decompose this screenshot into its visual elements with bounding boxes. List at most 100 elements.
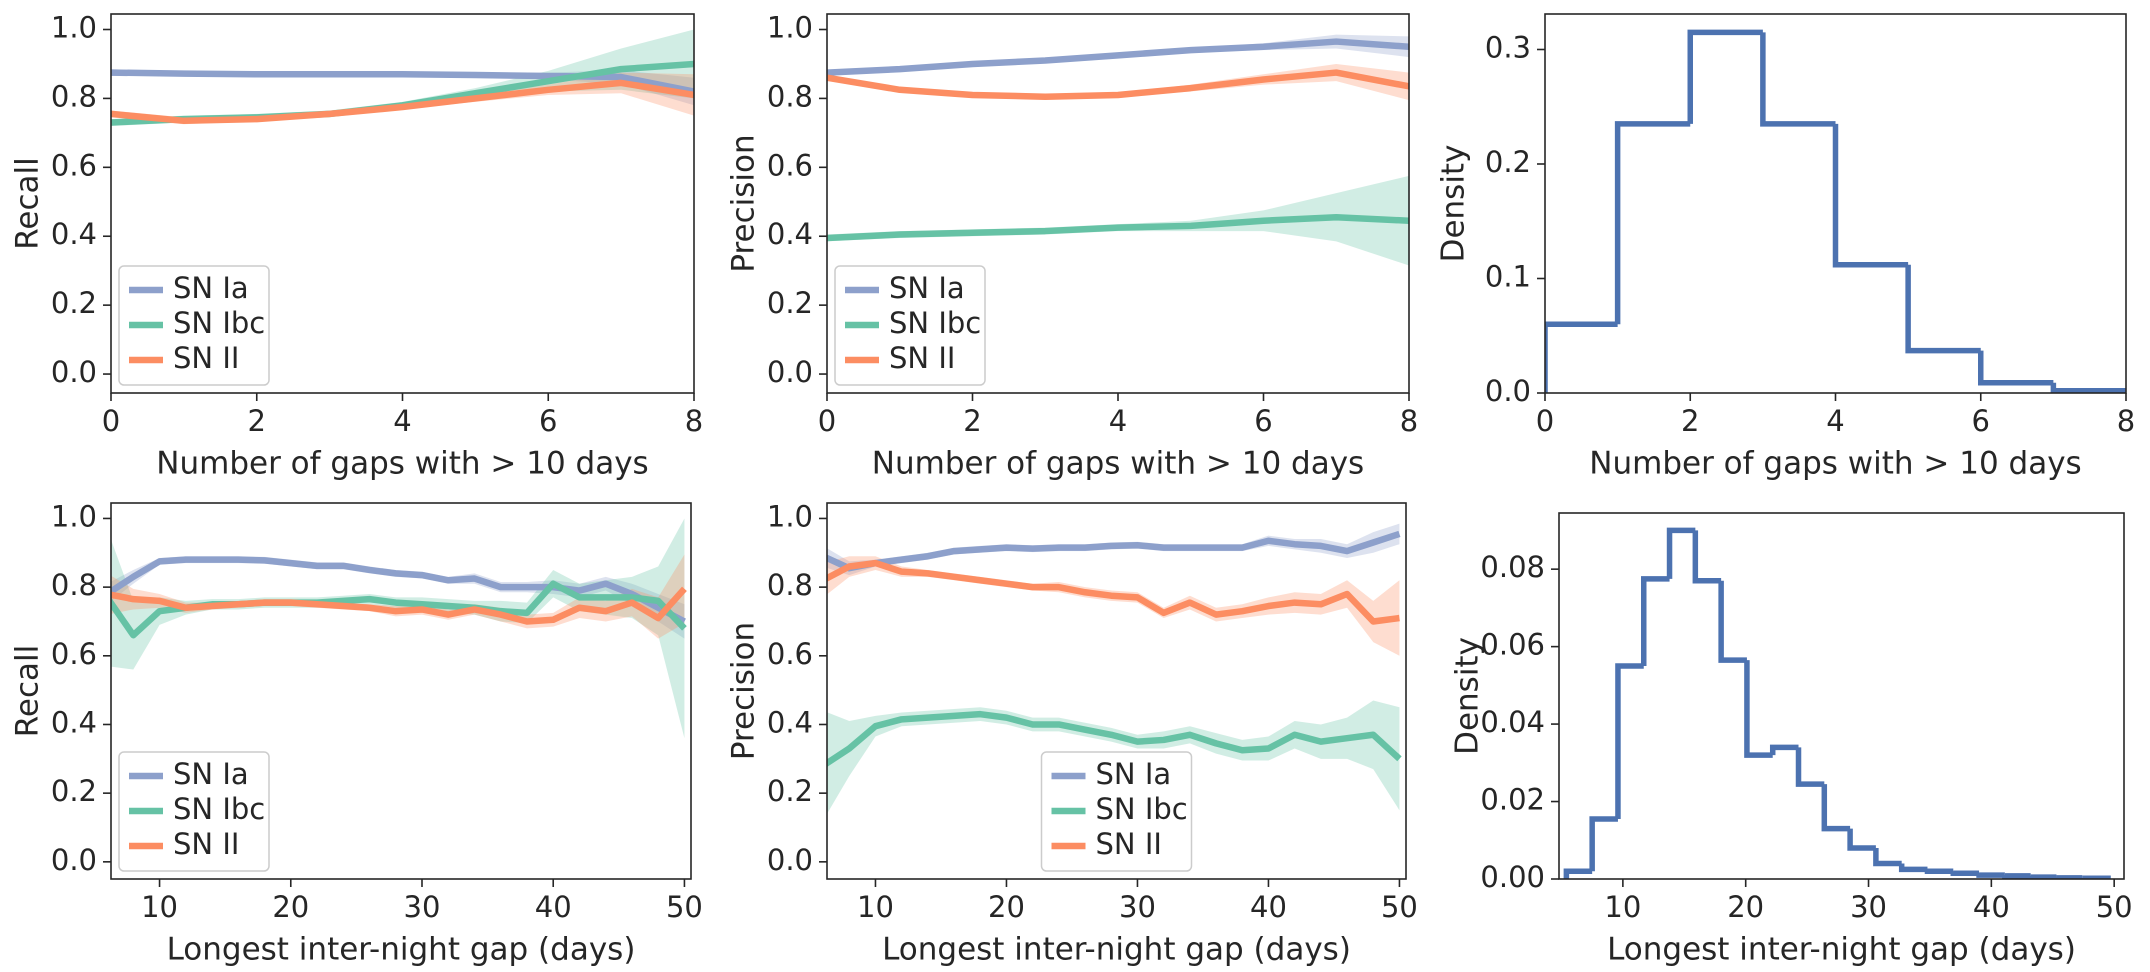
- x-tick-label: 10: [857, 890, 894, 924]
- legend-label: SN Ia: [889, 271, 965, 305]
- x-tick-label: 4: [1826, 404, 1844, 438]
- axes-frame: [110, 13, 695, 394]
- y-tick-label: 0.3: [1485, 30, 1531, 64]
- panel: 0 2 4 6 8 0.0 0.2 0.4 0.6 0.8 1.0 Number of gaps wi…: [10, 11, 704, 482]
- y-tick-label: 1.0: [767, 11, 813, 45]
- x-tick-label: 10: [1604, 890, 1641, 924]
- y-tick-label: 0.08: [1480, 550, 1545, 584]
- histogram-step: [1666, 527, 1696, 579]
- legend-box: [834, 265, 986, 386]
- y-tick-label: 0.0: [51, 355, 97, 389]
- histogram-step: [2050, 382, 2126, 393]
- y-axis-label: Density: [1450, 637, 1486, 755]
- y-tick-label: 0.8: [767, 79, 813, 113]
- y-tick-label: 0.00: [1480, 860, 1545, 894]
- x-tick-label: 50: [2096, 890, 2133, 924]
- histogram-step: [1614, 121, 1691, 325]
- y-tick-label: 0.8: [51, 79, 97, 113]
- x-axis-label: Longest inter-night gap (days): [167, 932, 636, 968]
- y-tick-label: 0.6: [51, 148, 97, 182]
- x-tick-label: 8: [685, 404, 703, 438]
- histogram-step: [1718, 580, 1747, 663]
- x-tick-label: 40: [1973, 890, 2010, 924]
- histogram-step: [1898, 863, 1928, 873]
- y-axis-label: Precision: [726, 134, 762, 272]
- line: [111, 556, 686, 625]
- histogram-step: [1950, 870, 1980, 876]
- histogram-step: [1760, 32, 1836, 127]
- y-tick-label: 0.4: [51, 217, 97, 251]
- y-tick-label: 0.2: [767, 774, 813, 808]
- histogram-step: [1615, 663, 1644, 819]
- plot-area: [827, 34, 1409, 266]
- x-axis-label: Longest inter-night gap (days): [1607, 932, 2076, 968]
- x-tick-label: 0: [102, 404, 120, 438]
- x-tick-label: 4: [393, 404, 411, 438]
- legend-box: [118, 751, 270, 872]
- y-tick-label: 0.4: [767, 217, 813, 251]
- line: [827, 214, 1409, 242]
- x-tick-label: 6: [539, 404, 557, 438]
- axes-frame: [826, 502, 1407, 880]
- panel: 10 20 30 40 50 0.00 0.02 0.04 0.06 0.08 Longest in…: [1450, 512, 2133, 968]
- y-tick-label: 0.0: [767, 355, 813, 389]
- histogram-step: [1905, 264, 1981, 354]
- y-tick-label: 0.02: [1480, 783, 1545, 817]
- histogram-step: [1978, 350, 2054, 386]
- x-tick-label: 8: [1400, 404, 1418, 438]
- y-tick-label: 0.2: [51, 774, 97, 808]
- x-tick-label: 50: [666, 890, 703, 924]
- y-tick-label: 0.04: [1480, 705, 1545, 739]
- line: [827, 38, 1409, 76]
- plot-area: [1563, 527, 2111, 879]
- y-tick-label: 0.06: [1480, 628, 1545, 662]
- histogram-step: [1832, 123, 1909, 268]
- histogram-step: [2002, 873, 2031, 879]
- line: [827, 559, 1400, 625]
- histogram-step: [1687, 29, 1763, 124]
- panel: 10 20 30 40 50 0.0 0.2 0.4 0.6 0.8 1.0 Longest inte…: [10, 499, 703, 967]
- y-tick-label: 1.0: [51, 11, 97, 45]
- legend-label: SN Ibc: [173, 306, 265, 340]
- line: [827, 710, 1402, 767]
- y-tick-label: 0.4: [51, 705, 97, 739]
- histogram-step: [1563, 868, 1593, 879]
- histogram-step: [1769, 744, 1799, 756]
- line: [827, 69, 1409, 100]
- legend-label: SN II: [173, 827, 239, 861]
- error-band: [111, 72, 694, 125]
- y-tick-label: 0.2: [767, 286, 813, 320]
- x-tick-label: 0: [818, 404, 836, 438]
- error-band: [827, 523, 1400, 576]
- error-band: [827, 63, 1409, 101]
- legend-label: SN II: [889, 341, 955, 375]
- line: [111, 586, 687, 625]
- x-tick-label: 30: [1119, 890, 1156, 924]
- y-tick-label: 0.8: [767, 568, 813, 602]
- y-tick-label: 0.6: [767, 637, 813, 671]
- histogram-step: [2053, 875, 2083, 879]
- y-tick-label: 1.0: [51, 499, 97, 533]
- x-tick-label: 20: [272, 890, 309, 924]
- y-tick-label: 0.6: [51, 637, 97, 671]
- x-tick-label: 6: [1254, 404, 1272, 438]
- plot-area: [1545, 29, 2126, 393]
- x-tick-label: 20: [1727, 890, 1764, 924]
- legend-box: [1040, 751, 1193, 872]
- histogram-step: [1744, 660, 1773, 758]
- histogram-step: [1641, 576, 1670, 666]
- histogram-step: [1692, 530, 1722, 584]
- plot-area: [827, 523, 1402, 814]
- y-axis-label: Density: [1436, 145, 1472, 263]
- legend-label: SN Ibc: [1096, 792, 1188, 826]
- x-tick-label: 4: [1109, 404, 1127, 438]
- y-tick-label: 0.0: [51, 843, 97, 877]
- axes-frame: [110, 502, 692, 880]
- x-tick-label: 10: [141, 890, 178, 924]
- histogram-step: [1545, 321, 1618, 393]
- y-tick-label: 1.0: [767, 499, 813, 533]
- x-tick-label: 2: [963, 404, 981, 438]
- panel: 0 2 4 6 8 0.0 0.2 0.4 0.6 0.8 1.0 Number of gaps wi…: [726, 11, 1419, 482]
- panel: 0 2 4 6 8 0.0 0.1 0.2 0.3 Number of gaps with > 1…: [1436, 13, 2135, 482]
- x-tick-label: 30: [404, 890, 441, 924]
